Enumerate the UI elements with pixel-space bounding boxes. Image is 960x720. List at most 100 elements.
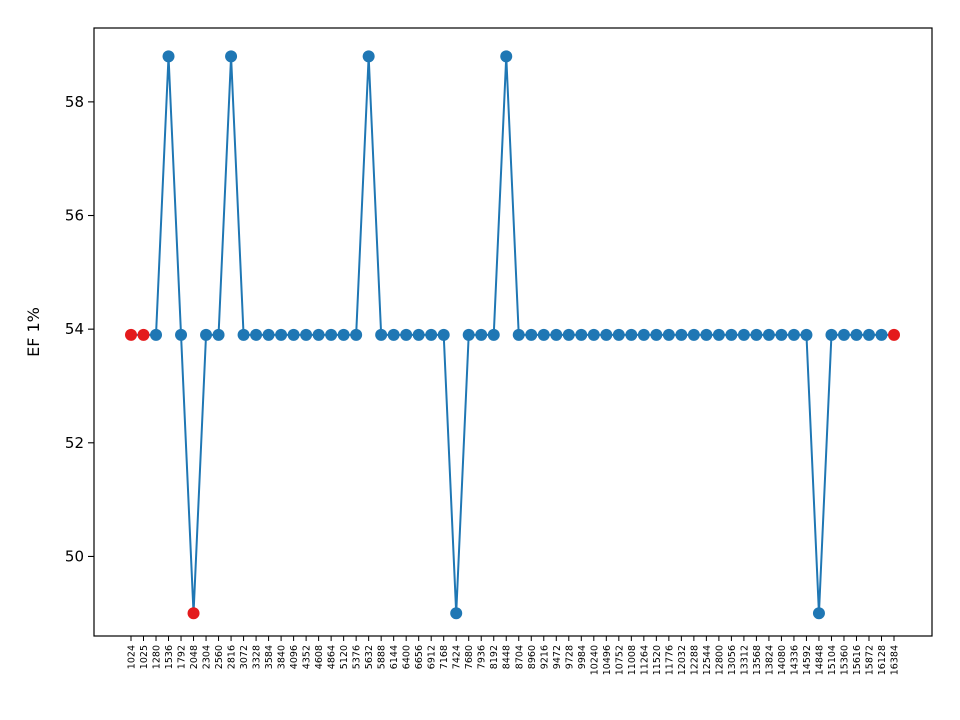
x-tick-label: 8192 [489,645,500,669]
data-point [287,328,300,341]
x-tick-label: 11008 [627,645,638,675]
data-point [362,50,375,63]
x-tick-label: 4096 [289,645,300,669]
data-point [825,328,838,341]
x-tick-label: 3840 [277,645,288,669]
data-point [237,328,250,341]
x-tick-label: 16128 [877,645,888,675]
y-tick-label: 58 [65,93,84,111]
data-point [400,328,413,341]
y-tick-label: 56 [65,207,84,225]
data-point [837,328,850,341]
data-point [475,328,488,341]
x-tick-label: 4608 [314,645,325,669]
data-point [500,50,513,63]
data-point [337,328,350,341]
x-tick-label: 16384 [890,645,901,675]
x-tick-label: 8448 [502,645,513,669]
x-tick-label: 8960 [527,645,538,669]
x-tick-label: 2816 [227,645,238,669]
data-point [387,328,400,341]
x-tick-label: 3072 [239,645,250,669]
x-tick-label: 14848 [814,645,825,675]
x-tick-label: 11264 [639,645,650,675]
x-tick-label: 15360 [839,645,850,675]
x-tick-label: 15104 [827,645,838,675]
x-tick-label: 13056 [727,645,738,675]
data-point [850,328,863,341]
x-tick-label: 13568 [752,645,763,675]
data-point [450,607,463,620]
x-tick-label: 12288 [689,645,700,675]
x-tick-label: 7936 [477,645,488,669]
x-tick-label: 10240 [589,645,600,675]
x-tick-label: 8704 [514,645,525,669]
data-point [662,328,675,341]
x-tick-label: 1024 [127,645,138,669]
highlighted-point [187,607,200,620]
x-tick-label: 9984 [577,645,588,669]
data-point [225,50,238,63]
data-point [412,328,425,341]
data-point [512,328,525,341]
data-point [550,328,563,341]
data-point [300,328,313,341]
x-tick-label: 5120 [339,645,350,669]
data-point [737,328,750,341]
data-point [312,328,325,341]
data-point [800,328,813,341]
x-tick-label: 10496 [602,645,613,675]
data-point [487,328,500,341]
data-point [675,328,688,341]
data-point [350,328,363,341]
x-tick-label: 12800 [714,645,725,675]
x-tick-label: 4352 [302,645,313,669]
x-tick-label: 3328 [252,645,263,669]
data-point [175,328,188,341]
highlighted-point [888,328,900,341]
y-tick-label: 52 [65,434,84,452]
data-point [862,328,875,341]
data-point [600,328,613,341]
highlighted-point [137,328,150,341]
x-tick-label: 13824 [764,645,775,675]
x-tick-label: 1280 [152,645,163,669]
x-tick-label: 7680 [464,645,475,669]
x-tick-label: 1025 [139,645,150,669]
x-axis: 1024 1025 1280 1536 1792 2048 2304 2560 2816 3072… [127,636,901,675]
x-tick-label: 2304 [202,645,213,669]
x-tick-label: 5888 [377,645,388,669]
x-tick-label: 13312 [739,645,750,675]
data-point [812,607,825,620]
x-tick-label: 6144 [389,645,400,669]
x-tick-label: 9216 [539,645,550,669]
data-point [700,328,713,341]
data-point [775,328,788,341]
data-point [525,328,538,341]
data-point [587,328,600,341]
data-point [562,328,575,341]
data-point [437,328,450,341]
data-point [712,328,725,341]
data-point [200,328,213,341]
data-point [750,328,763,341]
data-point [162,50,175,63]
x-tick-label: 10752 [614,645,625,675]
data-point [375,328,388,341]
y-tick-label: 54 [65,320,84,338]
data-point [250,328,263,341]
x-tick-label: 14592 [802,645,813,675]
data-point [537,328,550,341]
highlighted-point [125,328,137,341]
data-point [575,328,588,341]
data-point [275,328,288,341]
x-tick-label: 9728 [564,645,575,669]
data-point [650,328,663,341]
data-point [212,328,225,341]
x-tick-label: 12544 [702,645,713,675]
data-point [425,328,438,341]
plot-frame [93,27,933,637]
data-point [787,328,800,341]
x-tick-label: 14336 [789,645,800,675]
